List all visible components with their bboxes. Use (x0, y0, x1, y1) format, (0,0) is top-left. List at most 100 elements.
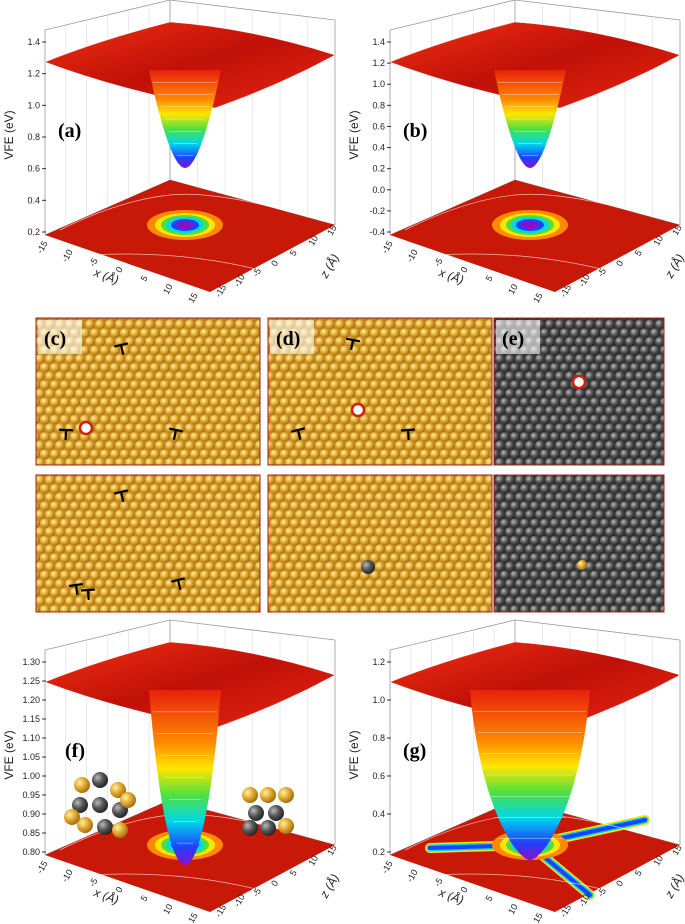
y-tick-label: 0.6 (27, 164, 40, 174)
y-tick-label: 0.0 (372, 185, 385, 195)
z-axis-title: z (Å) (661, 871, 685, 901)
floor-contour-line (404, 193, 666, 271)
atom (64, 809, 80, 825)
z-tick-label: 15 (670, 843, 684, 857)
z-tick-label: 5 (288, 248, 299, 257)
floor-contour (177, 221, 193, 229)
atom (278, 818, 294, 834)
x-tick-label: -10 (60, 248, 75, 264)
z-tick-label: 0 (269, 259, 280, 268)
atom (248, 805, 264, 821)
z-tick-label: 0 (614, 259, 625, 268)
y-axis-title: VFE (eV) (347, 110, 361, 159)
panel-label: (f) (65, 740, 85, 762)
surface-top (44, 21, 336, 109)
surface-top (44, 641, 336, 729)
x-tick-label: -15 (35, 239, 50, 255)
x-tick-label: 0 (114, 265, 125, 274)
y-tick-label: 1.10 (22, 733, 40, 743)
z-tick-label: 0 (269, 879, 280, 888)
z-tick-label: 15 (325, 223, 339, 237)
y-tick-label: 1.0 (27, 100, 40, 110)
label-bg (496, 320, 540, 354)
y-tick-label: 0.90 (22, 809, 40, 819)
y-tick-label: 1.0 (372, 695, 385, 705)
x-tick-label: 15 (186, 911, 200, 924)
label-bg (38, 320, 82, 354)
z-tick-label: 5 (633, 248, 644, 257)
vacancy (78, 420, 94, 436)
z-tick-label: 5 (633, 868, 644, 877)
x-tick-label: -5 (432, 876, 445, 888)
y-tick-label: 0.80 (22, 847, 40, 857)
x-tick-label: 0 (459, 265, 470, 274)
x-tick-label: 10 (506, 282, 520, 296)
dislocation (113, 342, 129, 355)
atom (120, 792, 136, 808)
atom-slab (35, 474, 261, 613)
y-tick-label: -0.4 (369, 227, 385, 237)
atom (112, 822, 128, 838)
y-axis-title: VFE (eV) (347, 730, 361, 779)
z-tick-label: 15 (670, 223, 684, 237)
x-tick-label: -5 (87, 876, 100, 888)
y-tick-label: 1.0 (372, 79, 385, 89)
z-axis-title: z (Å) (661, 251, 685, 281)
z-tick-label: -5 (595, 266, 608, 278)
surface-plot: -0.4 -0.2 0.0 0.2 0.4 0.6 0.8 1.0 1.2 1.4 VFE (eV)… (347, 0, 685, 305)
x-tick-label: 5 (484, 894, 495, 903)
y-tick-label: 1.00 (22, 771, 40, 781)
y-tick-label: 0.8 (372, 100, 385, 110)
z-tick-label: 0 (614, 879, 625, 888)
x-tick-label: -10 (405, 868, 420, 884)
surface-plot: 0.80 0.85 0.90 0.95 1.00 1.05 1.10 1.15 1.20 1.25… (2, 619, 342, 924)
atom (92, 797, 108, 813)
y-tick-label: 0.6 (372, 121, 385, 131)
x-tick-label: 0 (459, 885, 470, 894)
y-tick-label: 1.4 (372, 37, 385, 47)
solute-atom (577, 560, 587, 570)
dislocation (80, 588, 96, 601)
y-tick-label: -0.2 (369, 206, 385, 216)
y-tick-label: 1.2 (372, 58, 385, 68)
atom (260, 820, 276, 836)
y-tick-label: 0.2 (372, 164, 385, 174)
atomistic-panel: (c) (35, 317, 261, 613)
x-tick-label: -5 (87, 256, 100, 268)
z-tick-label: -5 (250, 266, 263, 278)
dislocation (168, 427, 184, 441)
y-tick-label: 0.4 (372, 809, 385, 819)
x-tick-label: -15 (35, 859, 50, 875)
floor-contour (522, 221, 538, 229)
y-axis-title: VFE (eV) (2, 730, 16, 779)
atomistic-panel: (e) (493, 317, 665, 613)
x-tick-label: 5 (484, 274, 495, 283)
panel-label: (e) (502, 328, 524, 350)
atom (260, 787, 276, 803)
x-tick-label: 5 (139, 894, 150, 903)
y-tick-label: 1.25 (22, 676, 40, 686)
label-bg (270, 320, 314, 354)
y-tick-label: 1.20 (22, 695, 40, 705)
atom (242, 820, 258, 836)
y-tick-label: 1.2 (27, 69, 40, 79)
atom-slab (493, 474, 665, 613)
vacancy (571, 374, 587, 390)
x-tick-label: -15 (380, 859, 395, 875)
y-tick-label: 1.05 (22, 752, 40, 762)
y-tick-label: 0.85 (22, 828, 40, 838)
atom (278, 787, 294, 803)
atom (72, 797, 88, 813)
vacancy (350, 402, 366, 418)
z-tick-label: -5 (250, 886, 263, 898)
atomistic-panel: (d) (267, 317, 493, 613)
atom (92, 772, 108, 788)
dislocation (345, 337, 361, 351)
solute-atom (361, 560, 375, 574)
atom-slab (267, 474, 493, 613)
z-axis-title: z (Å) (316, 251, 342, 281)
panel-label: (d) (276, 328, 300, 350)
